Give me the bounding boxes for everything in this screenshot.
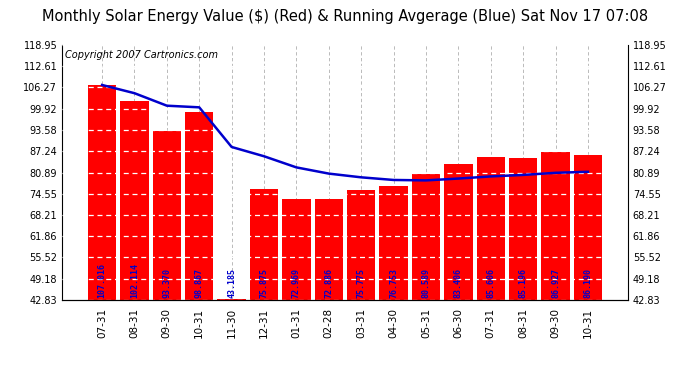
- Text: 98.867: 98.867: [195, 268, 204, 298]
- Text: 102.114: 102.114: [130, 263, 139, 298]
- Bar: [573, 155, 602, 300]
- Bar: [412, 174, 440, 300]
- Text: 93.370: 93.370: [162, 268, 171, 298]
- Text: 107.016: 107.016: [97, 263, 106, 298]
- Bar: [315, 200, 343, 300]
- Bar: [217, 299, 246, 300]
- Text: 86.927: 86.927: [551, 268, 560, 298]
- Text: 83.406: 83.406: [454, 268, 463, 298]
- Bar: [347, 190, 375, 300]
- Bar: [509, 158, 538, 300]
- Bar: [380, 186, 408, 300]
- Text: 75.875: 75.875: [259, 268, 268, 298]
- Bar: [88, 85, 117, 300]
- Bar: [152, 131, 181, 300]
- Text: Copyright 2007 Cartronics.com: Copyright 2007 Cartronics.com: [65, 50, 218, 60]
- Text: Monthly Solar Energy Value ($) (Red) & Running Avgerage (Blue) Sat Nov 17 07:08: Monthly Solar Energy Value ($) (Red) & R…: [42, 9, 648, 24]
- Text: 43.185: 43.185: [227, 268, 236, 298]
- Text: 85.196: 85.196: [519, 268, 528, 298]
- Bar: [120, 101, 149, 300]
- Text: 75.775: 75.775: [357, 268, 366, 298]
- Text: 76.753: 76.753: [389, 268, 398, 298]
- Bar: [444, 164, 473, 300]
- Text: 80.589: 80.589: [422, 268, 431, 298]
- Text: 72.969: 72.969: [292, 268, 301, 298]
- Bar: [282, 199, 310, 300]
- Bar: [185, 112, 213, 300]
- Bar: [477, 157, 505, 300]
- Bar: [541, 152, 570, 300]
- Text: 72.886: 72.886: [324, 268, 333, 298]
- Text: 86.190: 86.190: [584, 268, 593, 298]
- Text: 85.606: 85.606: [486, 268, 495, 298]
- Bar: [250, 189, 278, 300]
